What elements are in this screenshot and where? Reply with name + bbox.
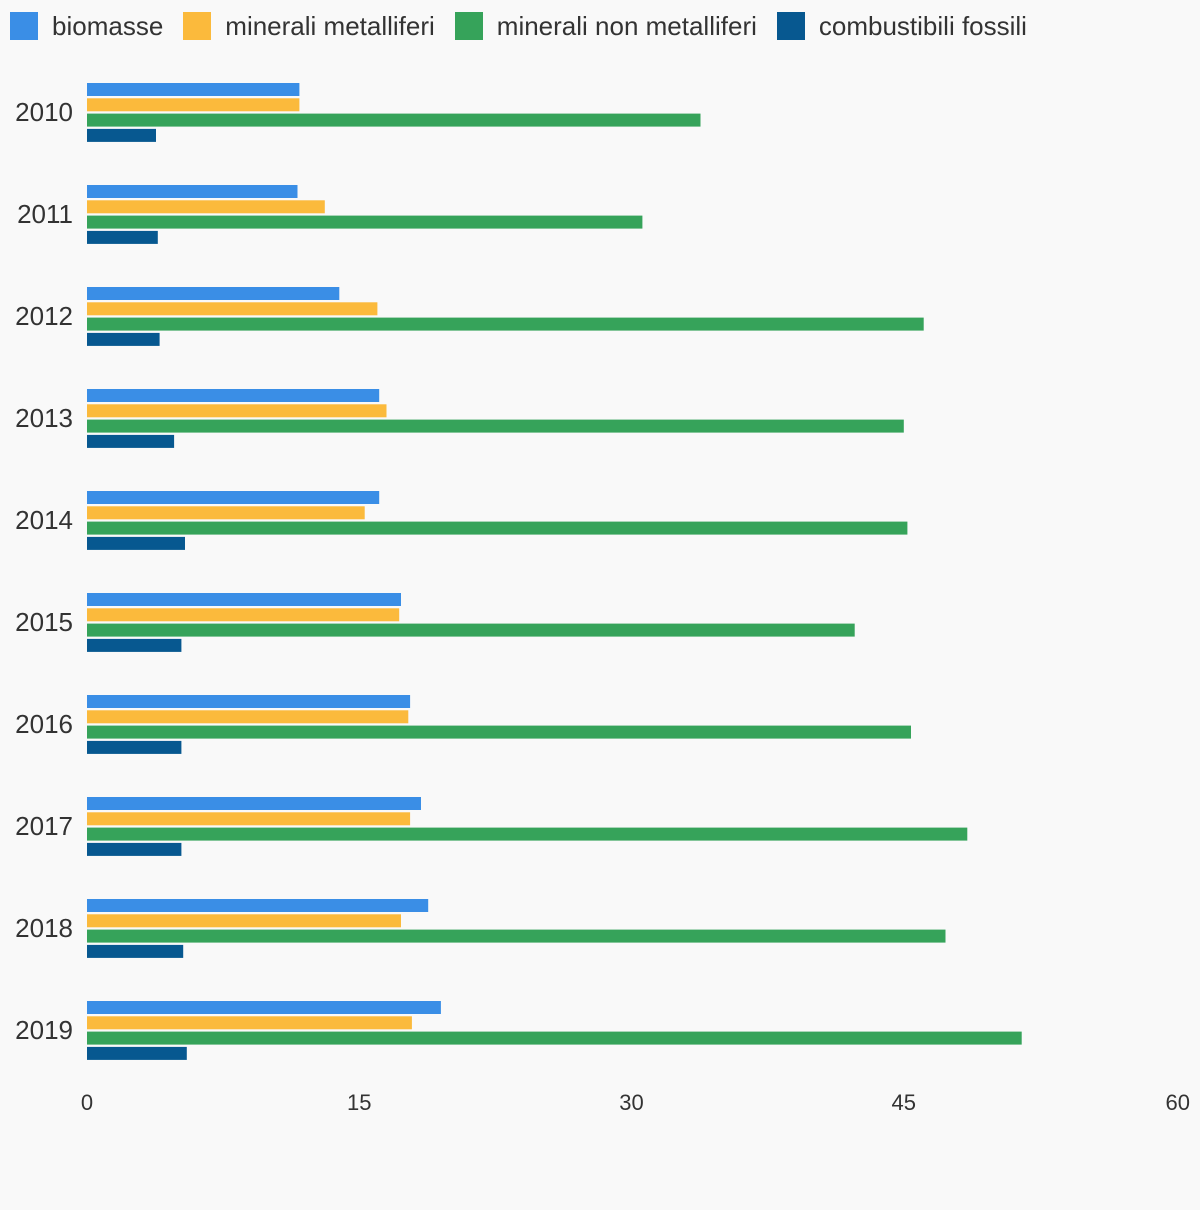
bar[interactable] bbox=[87, 215, 643, 229]
x-tick-label: 0 bbox=[81, 1090, 93, 1115]
bar[interactable] bbox=[87, 536, 185, 550]
bar[interactable] bbox=[87, 827, 968, 841]
bar[interactable] bbox=[87, 317, 924, 331]
legend-item[interactable]: biomasse bbox=[10, 11, 163, 42]
bar[interactable] bbox=[87, 200, 325, 214]
bar[interactable] bbox=[87, 98, 300, 112]
category-label: 2017 bbox=[15, 811, 73, 841]
category-label: 2018 bbox=[15, 913, 73, 943]
legend-swatch bbox=[776, 12, 805, 40]
legend-label: minerali metalliferi bbox=[225, 10, 435, 41]
bar[interactable] bbox=[87, 128, 156, 142]
bar[interactable] bbox=[87, 404, 387, 418]
bar[interactable] bbox=[87, 842, 182, 856]
legend-swatch bbox=[183, 12, 212, 40]
legend-item[interactable]: minerali metalliferi bbox=[183, 11, 435, 42]
bar[interactable] bbox=[87, 812, 411, 826]
bar[interactable] bbox=[87, 1031, 1022, 1045]
category-label: 2014 bbox=[15, 505, 73, 535]
bar[interactable] bbox=[87, 914, 401, 928]
bar[interactable] bbox=[87, 389, 380, 402]
bar[interactable] bbox=[87, 797, 421, 810]
bar[interactable] bbox=[87, 725, 911, 739]
bar[interactable] bbox=[87, 638, 182, 652]
bar[interactable] bbox=[87, 302, 378, 316]
category-label: 2012 bbox=[15, 301, 73, 331]
x-tick-label: 60 bbox=[1166, 1090, 1190, 1115]
bar[interactable] bbox=[87, 1046, 187, 1060]
bar[interactable] bbox=[87, 491, 380, 504]
legend-swatch bbox=[10, 12, 38, 40]
bar[interactable] bbox=[87, 593, 401, 606]
x-tick-label: 45 bbox=[892, 1090, 916, 1115]
bar[interactable] bbox=[87, 944, 184, 958]
chart-legend: biomasse minerali metalliferi minerali non… bbox=[10, 8, 1047, 44]
bar[interactable] bbox=[87, 710, 409, 724]
legend-item[interactable]: combustibili fossili bbox=[776, 10, 1027, 42]
bar[interactable] bbox=[87, 113, 701, 127]
bar[interactable] bbox=[87, 521, 908, 535]
bar[interactable] bbox=[87, 695, 411, 708]
x-tick-label: 15 bbox=[347, 1090, 371, 1115]
bar[interactable] bbox=[87, 1001, 441, 1014]
legend-item[interactable]: minerali non metalliferi bbox=[454, 10, 757, 42]
bar[interactable] bbox=[87, 287, 340, 300]
legend-label: minerali non metalliferi bbox=[496, 10, 757, 41]
category-label: 2016 bbox=[15, 709, 73, 739]
bar[interactable] bbox=[87, 419, 904, 433]
legend-label: biomasse bbox=[52, 10, 164, 41]
legend-label: combustibili fossili bbox=[818, 10, 1027, 41]
bar[interactable] bbox=[87, 230, 158, 244]
bar[interactable] bbox=[87, 608, 400, 622]
legend-swatch bbox=[454, 12, 483, 40]
bar[interactable] bbox=[87, 623, 855, 637]
bar[interactable] bbox=[87, 1016, 412, 1030]
category-label: 2019 bbox=[15, 1015, 73, 1045]
bar[interactable] bbox=[87, 434, 175, 448]
bar[interactable] bbox=[87, 506, 365, 520]
bar[interactable] bbox=[87, 185, 298, 198]
category-label: 2010 bbox=[15, 97, 73, 127]
category-label: 2015 bbox=[15, 607, 73, 637]
category-label: 2013 bbox=[15, 403, 73, 433]
bar[interactable] bbox=[87, 929, 946, 943]
x-tick-label: 30 bbox=[619, 1090, 643, 1115]
category-label: 2011 bbox=[17, 199, 73, 229]
bar[interactable] bbox=[87, 899, 429, 912]
bar[interactable] bbox=[87, 332, 160, 346]
bar[interactable] bbox=[87, 740, 182, 754]
bar[interactable] bbox=[87, 83, 300, 96]
